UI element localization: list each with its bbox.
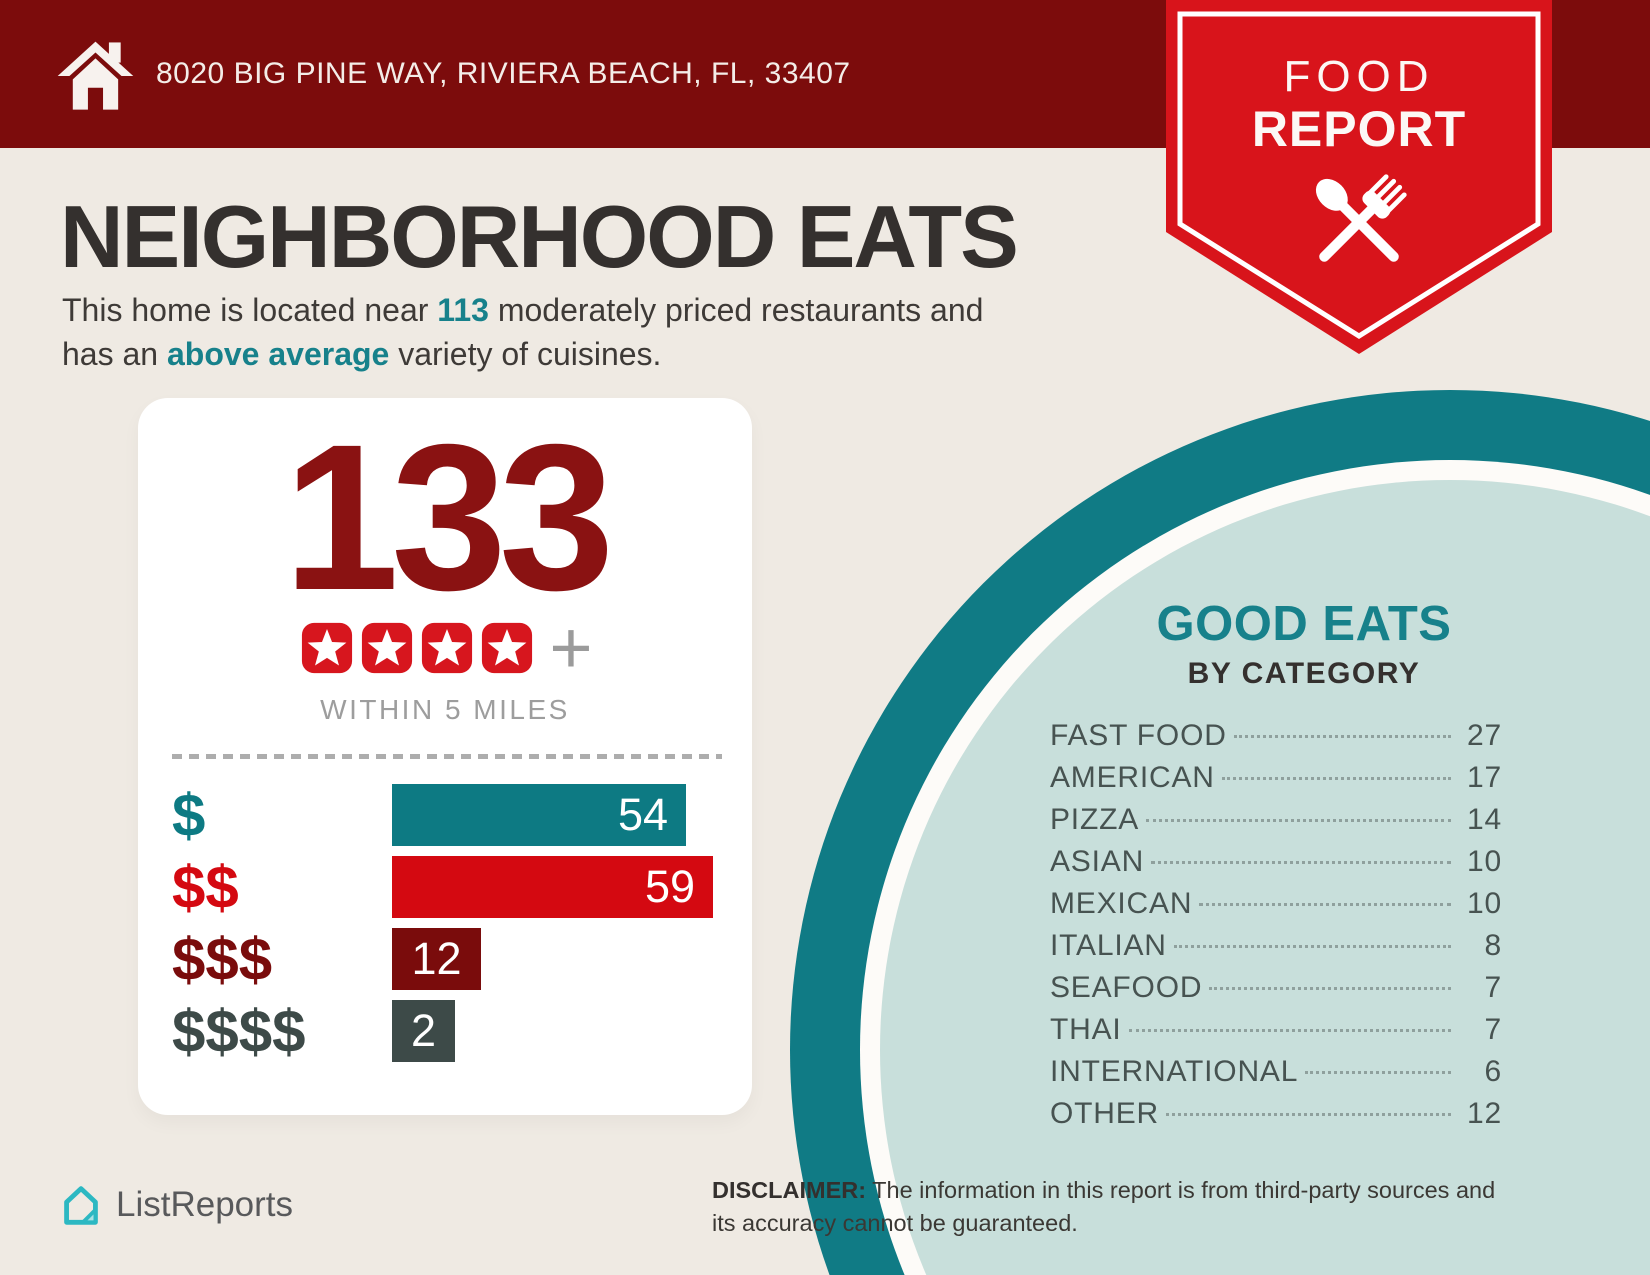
category-value: 12 bbox=[1467, 1097, 1502, 1130]
category-row: AMERICAN 17 bbox=[1050, 761, 1502, 803]
category-value: 27 bbox=[1467, 719, 1502, 752]
price-tier-row: $$ 59 bbox=[172, 854, 722, 921]
category-value: 14 bbox=[1467, 803, 1502, 836]
category-row: OTHER 12 bbox=[1050, 1097, 1502, 1139]
restaurant-count-card: 133 + WITHIN 5 MILES $54 $$ 59 $$$ 12 $$$$ 2 bbox=[138, 398, 752, 1115]
food-report-ribbon: FOOD REPORT bbox=[1166, 0, 1552, 360]
disclaimer: DISCLAIMER: The information in this repo… bbox=[712, 1174, 1512, 1240]
price-tier-row: $$$ 12 bbox=[172, 926, 722, 993]
price-tier-bar: 54 bbox=[392, 784, 686, 846]
price-tier-value: 59 bbox=[644, 861, 695, 912]
listreports-wordmark: ListReports bbox=[116, 1185, 294, 1224]
star-icon bbox=[422, 622, 473, 674]
price-tier-value: 12 bbox=[411, 933, 462, 984]
plus-icon: + bbox=[549, 606, 593, 689]
category-label: MEXICAN bbox=[1050, 887, 1193, 920]
disclaimer-label: DISCLAIMER: bbox=[712, 1177, 867, 1203]
intro-segment: has an bbox=[62, 336, 159, 372]
category-value: 7 bbox=[1484, 1013, 1502, 1046]
dotted-leader bbox=[1199, 903, 1451, 906]
category-row: FAST FOOD 27 bbox=[1050, 719, 1502, 761]
property-address: 8020 BIG PINE WAY, RIVIERA BEACH, FL, 33… bbox=[156, 57, 851, 90]
dotted-leader bbox=[1221, 777, 1451, 780]
category-row: THAI 7 bbox=[1050, 1013, 1502, 1055]
intro-highlight: above average bbox=[166, 336, 390, 372]
category-row: ASIAN 10 bbox=[1050, 845, 1502, 887]
dotted-leader bbox=[1305, 1071, 1451, 1074]
dotted-leader bbox=[1209, 987, 1451, 990]
price-tier-row: $54 bbox=[172, 782, 722, 849]
price-tier-label: $$ bbox=[172, 853, 239, 921]
ribbon-title-line2: REPORT bbox=[1251, 101, 1467, 157]
price-tier-chart: $54 $$ 59 $$$ 12 $$$$ 2 bbox=[172, 782, 722, 1072]
star-icon bbox=[482, 622, 533, 674]
listreports-icon bbox=[64, 1186, 98, 1225]
dotted-leader bbox=[1166, 1113, 1451, 1116]
category-value: 6 bbox=[1484, 1055, 1502, 1088]
good-eats-panel: GOOD EATS BY CATEGORY FAST FOOD 27 AMERICA… bbox=[1050, 596, 1502, 1139]
ribbon-title-line1: FOOD bbox=[1283, 52, 1435, 101]
total-restaurant-count: 133 bbox=[283, 402, 614, 634]
dashed-divider bbox=[172, 754, 722, 759]
price-tier-row: $$$$ 2 bbox=[172, 998, 722, 1065]
category-label: SEAFOOD bbox=[1050, 971, 1203, 1004]
category-row: ITALIAN 8 bbox=[1050, 929, 1502, 971]
category-value: 8 bbox=[1484, 929, 1502, 962]
star-icon bbox=[362, 622, 413, 674]
good-eats-subtitle: BY CATEGORY bbox=[1187, 657, 1421, 690]
home-icon bbox=[57, 41, 134, 110]
category-label: THAI bbox=[1050, 1013, 1122, 1046]
spoon-fork-icon bbox=[1315, 174, 1407, 262]
intro-count: 113 bbox=[437, 292, 489, 328]
good-eats-title: GOOD EATS bbox=[1156, 597, 1452, 651]
listreports-logo: ListReports bbox=[56, 1180, 293, 1230]
intro-segment: This home is located near bbox=[62, 292, 429, 328]
disclaimer-text: The information in this report is from t… bbox=[712, 1177, 1496, 1236]
radius-label: WITHIN 5 MILES bbox=[320, 694, 570, 725]
dotted-leader bbox=[1173, 945, 1451, 948]
dotted-leader bbox=[1151, 861, 1451, 864]
category-label: PIZZA bbox=[1050, 803, 1140, 836]
category-list: FAST FOOD 27 AMERICAN 17 PIZZA 14 ASIAN 10 MEXIC… bbox=[1050, 719, 1502, 1139]
intro-segment: variety of cuisines. bbox=[398, 336, 662, 372]
star-rating: + bbox=[138, 606, 752, 689]
dotted-leader bbox=[1233, 735, 1451, 738]
category-row: MEXICAN 10 bbox=[1050, 887, 1502, 929]
intro-segment: moderately priced restaurants and bbox=[497, 292, 984, 328]
category-value: 10 bbox=[1467, 887, 1502, 920]
category-label: ASIAN bbox=[1050, 845, 1145, 878]
category-label: FAST FOOD bbox=[1050, 719, 1227, 752]
category-row: INTERNATIONAL 6 bbox=[1050, 1055, 1502, 1097]
ribbon-banner-shape bbox=[1166, 0, 1552, 354]
category-label: OTHER bbox=[1050, 1097, 1159, 1130]
page-title: NEIGHBORHOOD EATS bbox=[60, 187, 1019, 286]
category-value: 10 bbox=[1467, 845, 1502, 878]
price-tier-bar: 12 bbox=[392, 928, 481, 990]
category-label: AMERICAN bbox=[1050, 761, 1215, 794]
price-tier-value: 2 bbox=[410, 1005, 437, 1056]
price-tier-bar: 2 bbox=[392, 1000, 455, 1062]
price-tier-label: $$$ bbox=[172, 925, 273, 993]
category-value: 7 bbox=[1484, 971, 1502, 1004]
category-value: 17 bbox=[1467, 761, 1502, 794]
price-tier-label: $$$$ bbox=[172, 997, 306, 1065]
category-label: INTERNATIONAL bbox=[1050, 1055, 1299, 1088]
price-tier-value: 54 bbox=[617, 789, 668, 840]
star-tiles bbox=[297, 622, 537, 674]
category-row: SEAFOOD 7 bbox=[1050, 971, 1502, 1013]
dotted-leader bbox=[1128, 1029, 1451, 1032]
dotted-leader bbox=[1146, 819, 1451, 822]
intro-text: This home is located near 113 moderately… bbox=[62, 288, 1142, 376]
star-icon bbox=[302, 622, 353, 674]
category-label: ITALIAN bbox=[1050, 929, 1167, 962]
price-tier-bar: 59 bbox=[392, 856, 713, 918]
category-row: PIZZA 14 bbox=[1050, 803, 1502, 845]
price-tier-label: $ bbox=[172, 781, 206, 849]
